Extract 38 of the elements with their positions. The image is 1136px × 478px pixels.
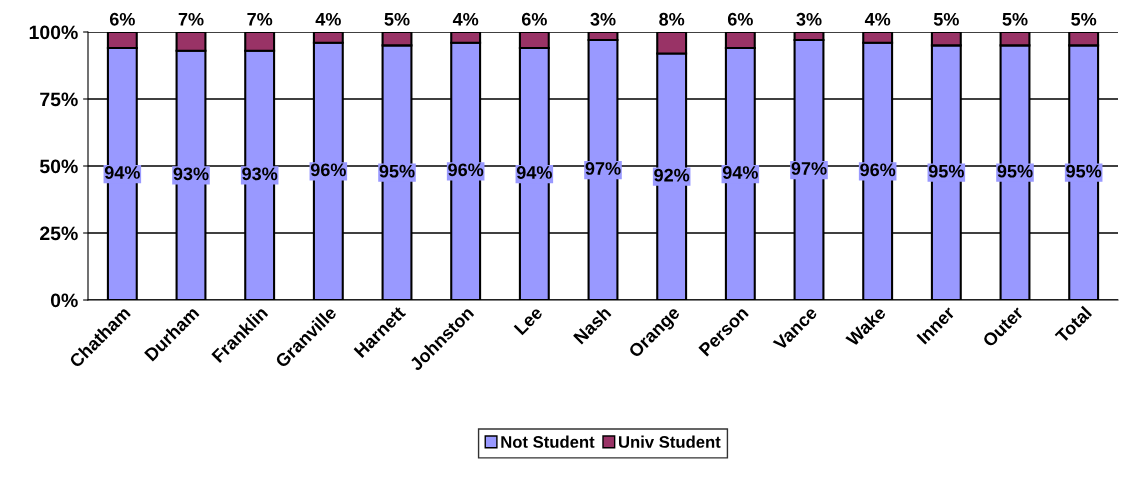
data-label: 95% <box>928 164 964 178</box>
data-label: 6% <box>109 12 135 26</box>
data-label: 3% <box>796 12 822 26</box>
data-label: 94% <box>516 166 552 179</box>
data-label: 95% <box>1066 164 1102 178</box>
data-label: 5% <box>1002 12 1028 26</box>
data-label: 97% <box>585 162 621 175</box>
data-label: 7% <box>178 12 204 26</box>
legend-label: Univ Student <box>618 435 721 448</box>
data-label: 95% <box>997 164 1033 178</box>
data-label: 6% <box>521 12 547 26</box>
data-label: 95% <box>379 164 415 178</box>
data-label: 6% <box>727 12 753 26</box>
y-tick-label: 100% <box>29 25 78 40</box>
y-tick-label: 25% <box>40 226 78 241</box>
data-label: 8% <box>659 12 685 26</box>
data-label: 4% <box>315 12 341 26</box>
data-label: 93% <box>242 167 278 181</box>
data-label: 94% <box>722 166 758 179</box>
x-tick-label: Lee <box>513 305 544 336</box>
y-tick-label: 75% <box>40 92 78 107</box>
data-label: 96% <box>860 163 896 177</box>
data-label: 7% <box>247 12 273 26</box>
data-label: 92% <box>654 168 690 182</box>
data-label: 96% <box>310 163 346 177</box>
data-label: 4% <box>864 12 891 26</box>
data-label: 5% <box>1071 12 1097 26</box>
data-label: 5% <box>384 12 410 26</box>
data-label: 5% <box>933 12 959 26</box>
data-label: 93% <box>173 167 209 181</box>
legend-label: Not Student <box>501 435 595 448</box>
data-label: 4% <box>452 12 479 26</box>
data-label: 94% <box>104 166 140 179</box>
data-label: 96% <box>448 163 484 177</box>
data-label: 97% <box>791 162 827 175</box>
y-tick-label: 0% <box>50 293 78 308</box>
y-tick-label: 50% <box>39 159 78 174</box>
data-label: 3% <box>590 12 616 26</box>
